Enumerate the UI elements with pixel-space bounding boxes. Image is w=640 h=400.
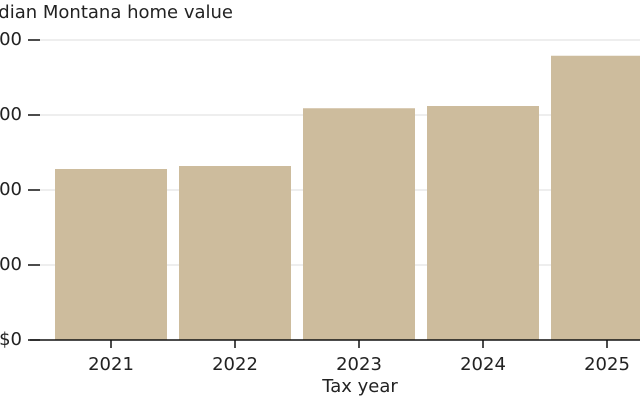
- y-tick-label: $0: [0, 329, 22, 350]
- x-tick-label: 2021: [88, 354, 134, 375]
- bar: [55, 169, 167, 340]
- x-tick-label: 2022: [212, 354, 258, 375]
- y-tick-label: $100,000: [0, 254, 22, 275]
- y-tick-label: $300,000: [0, 104, 22, 125]
- y-tick-label: $400,000: [0, 29, 22, 50]
- bar: [427, 106, 539, 340]
- bar: [551, 55, 640, 340]
- x-axis-title: Tax year: [321, 376, 398, 397]
- bar: [179, 166, 291, 340]
- x-tick-label: 2023: [336, 354, 382, 375]
- y-tick-label: $200,000: [0, 179, 22, 200]
- bar: [303, 108, 415, 340]
- x-tick-label: 2024: [460, 354, 506, 375]
- x-tick-label: 2025: [584, 354, 630, 375]
- chart-title: Median Montana home value: [0, 2, 233, 23]
